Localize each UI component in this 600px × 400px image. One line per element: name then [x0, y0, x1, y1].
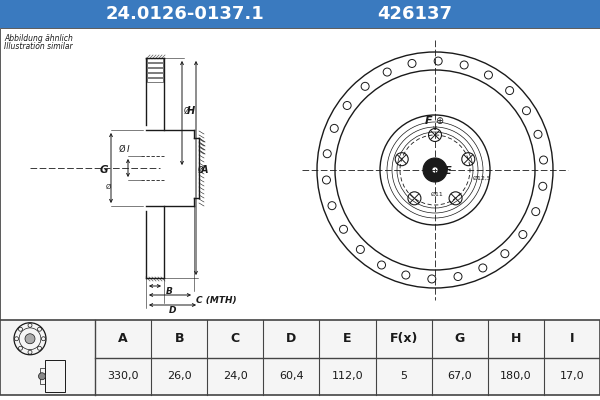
Text: G: G [455, 332, 465, 345]
Text: 26,0: 26,0 [167, 371, 191, 381]
Text: 180,0: 180,0 [500, 371, 532, 381]
Bar [147, 78, 163, 82]
Bar [0, 320, 600, 395]
Text: I: I [127, 145, 130, 154]
Bar [40, 368, 45, 384]
Text: 67,0: 67,0 [448, 371, 472, 381]
Bar [0, 28, 600, 320]
Text: Ø: Ø [184, 106, 190, 116]
Text: 330,0: 330,0 [107, 371, 139, 381]
Circle shape [38, 373, 46, 380]
Text: 5: 5 [400, 371, 407, 381]
Text: Ø: Ø [441, 166, 447, 176]
Text: Abbildung ähnlich: Abbildung ähnlich [4, 34, 73, 43]
Bar [0, 0, 600, 28]
Text: H: H [511, 332, 521, 345]
Text: B: B [166, 287, 173, 296]
Text: Ø: Ø [118, 145, 125, 154]
Text: ⊕: ⊕ [435, 116, 443, 126]
Circle shape [423, 158, 447, 182]
Bar [147, 68, 163, 72]
Text: C: C [231, 332, 240, 345]
Text: D: D [286, 332, 296, 345]
Circle shape [432, 167, 438, 173]
Text: Ø11: Ø11 [431, 192, 443, 197]
Bar [45, 360, 65, 392]
Text: Ø: Ø [106, 184, 111, 190]
Text: 24.0126-0137.1: 24.0126-0137.1 [106, 5, 265, 23]
Text: 112,0: 112,0 [332, 371, 364, 381]
Text: 426137: 426137 [377, 5, 452, 23]
Text: Ø: Ø [198, 166, 204, 174]
Text: F: F [425, 116, 433, 126]
Text: C (MTH): C (MTH) [196, 296, 236, 305]
Text: A: A [201, 165, 209, 175]
Text: F(x): F(x) [389, 332, 418, 345]
Text: H: H [187, 106, 195, 116]
Text: Ø12,5: Ø12,5 [473, 176, 492, 180]
Circle shape [25, 334, 35, 344]
Text: D: D [169, 306, 176, 315]
Text: E: E [445, 166, 452, 176]
Bar [147, 58, 163, 62]
Text: 17,0: 17,0 [560, 371, 584, 381]
Text: 60,4: 60,4 [279, 371, 304, 381]
Text: 24,0: 24,0 [223, 371, 248, 381]
Text: I: I [569, 332, 574, 345]
Text: G: G [100, 165, 108, 175]
Text: A: A [118, 332, 128, 345]
Bar [147, 73, 163, 77]
Text: Illustration similar: Illustration similar [4, 42, 73, 51]
Text: B: B [175, 332, 184, 345]
Bar [147, 63, 163, 67]
Text: E: E [343, 332, 352, 345]
